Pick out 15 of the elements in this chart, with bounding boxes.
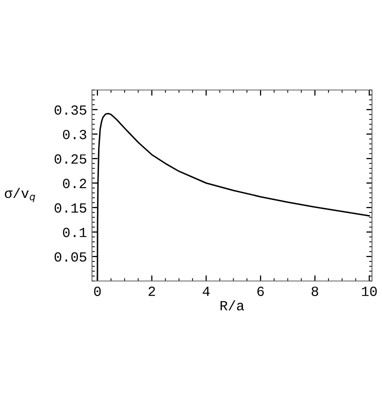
x-tick-label: 4 xyxy=(202,286,210,296)
y-tick-label: 0.25 xyxy=(54,154,86,164)
y-tick-label: 0.2 xyxy=(62,178,86,188)
y-tick-label: 0.15 xyxy=(54,203,86,213)
x-tick-label: 6 xyxy=(257,286,264,296)
y-tick-label: 0.35 xyxy=(54,105,86,115)
y-tick-label: 0.3 xyxy=(62,130,86,140)
x-axis-title: R/a xyxy=(220,300,244,310)
x-tick-label: 0 xyxy=(94,286,101,296)
y-tick-label: 0.05 xyxy=(54,252,86,262)
y-axis-title: σ/v$_{q}$ xyxy=(4,188,36,202)
y-tick-label: 0.1 xyxy=(62,228,86,238)
x-tick-label: 10 xyxy=(362,286,377,296)
x-tick-label: 8 xyxy=(312,286,318,296)
x-tick-label: 2 xyxy=(148,286,155,296)
